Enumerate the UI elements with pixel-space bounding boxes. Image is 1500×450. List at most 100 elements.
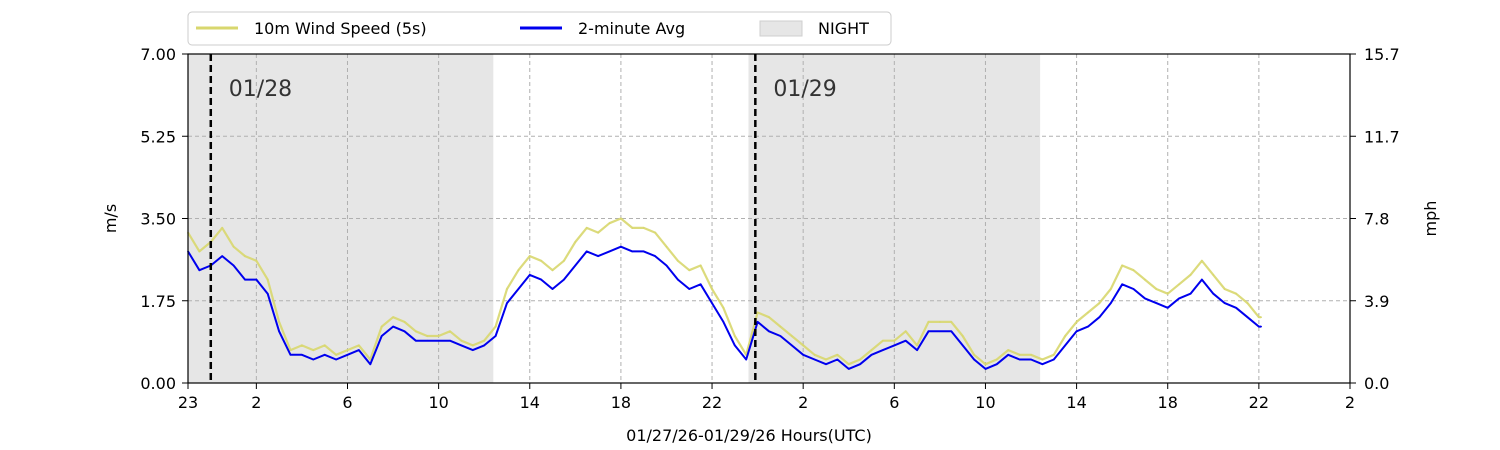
date-marker-label: 01/28 — [229, 77, 292, 102]
wind-speed-5s-point — [289, 349, 292, 351]
two-minute-avg-point — [1030, 358, 1032, 361]
two-minute-avg-point — [859, 363, 861, 366]
x-tick-label: 22 — [702, 393, 722, 412]
two-minute-avg-point — [460, 344, 463, 347]
wind-speed-5s-point — [221, 227, 223, 229]
two-minute-avg-point — [950, 330, 953, 333]
two-minute-avg-point — [1155, 302, 1158, 304]
grid-layer — [188, 54, 1350, 383]
two-minute-avg-point — [677, 278, 679, 281]
wind-speed-5s-point — [437, 335, 440, 337]
two-minute-avg-point — [665, 264, 668, 267]
two-minute-avg-point — [528, 274, 531, 276]
x-tick-label: 14 — [520, 393, 540, 412]
two-minute-avg-point — [711, 302, 713, 304]
two-minute-avg-point — [415, 339, 417, 342]
y-tick-label-right: 3.9 — [1364, 292, 1389, 311]
two-minute-avg-point — [574, 264, 577, 267]
wind-speed-5s-point — [950, 321, 953, 323]
two-minute-avg-point — [768, 330, 770, 333]
wind-speed-5s-point — [1166, 292, 1169, 295]
wind-speed-5s-point — [1109, 288, 1112, 290]
wind-speed-5s-point — [1178, 283, 1180, 286]
x-tick-label: 18 — [611, 393, 631, 412]
wind-speed-5s-point — [415, 330, 417, 333]
two-minute-avg-point — [1109, 302, 1112, 304]
wind-speed-5s-point — [1144, 278, 1146, 281]
two-minute-avg-point — [540, 278, 542, 281]
x-axis-title: 01/27/26-01/29/26 Hours(UTC) — [626, 426, 872, 445]
two-minute-avg-point — [301, 354, 303, 356]
two-minute-avg-point — [426, 339, 429, 342]
legend-label: NIGHT — [818, 19, 869, 38]
two-minute-avg-point — [745, 358, 748, 361]
two-minute-avg-point — [996, 363, 998, 366]
date-marker-layer: 01/28 01/29 — [209, 54, 837, 383]
wind-speed-5s-point — [563, 260, 565, 262]
two-minute-avg-point — [1053, 358, 1055, 361]
x-tick-label: 23 — [178, 393, 198, 412]
two-minute-avg-point — [198, 269, 201, 272]
wind-speed-5s-point — [916, 344, 918, 347]
wind-speed-5s-point — [312, 349, 315, 351]
wind-speed-5s-point — [266, 278, 269, 281]
wind-speed-5s-point — [1260, 316, 1262, 319]
two-minute-avg-point — [893, 344, 896, 347]
wind-speed-5s-point — [802, 344, 804, 347]
two-minute-avg-point — [369, 363, 372, 366]
axis-layer: 23 2 6 10 14 18 22 2 6 10 14 18 22 20.00 0.01.75 3.93.5… — [140, 45, 1399, 412]
two-minute-avg-point — [346, 354, 349, 356]
two-minute-avg-point — [1087, 325, 1089, 328]
two-minute-avg-point — [608, 250, 611, 253]
wind-speed-5s-point — [699, 264, 702, 267]
two-minute-avg-point — [232, 264, 235, 267]
wind-speed-5s-point — [939, 321, 941, 323]
wind-speed-5s-point — [756, 311, 759, 314]
x-tick-label: 6 — [889, 393, 899, 412]
wind-speed-5s-point — [711, 288, 713, 290]
wind-speed-5s-point — [335, 354, 337, 356]
wind-speed-5s-point — [882, 339, 884, 342]
wind-speed-5s-point — [665, 245, 668, 248]
wind-speed-5s-point — [551, 269, 554, 272]
wind-speed-5s-point — [1018, 354, 1021, 356]
legend: 10m Wind Speed (5s) 2-minute Avg NIGHT — [187, 11, 892, 46]
wind-speed-5s-point — [631, 227, 634, 229]
wind-speed-5s-point — [1053, 354, 1055, 356]
y-axis-title-right: mph — [1421, 201, 1440, 237]
wind-speed-5s-point — [380, 325, 383, 328]
x-tick-label: 14 — [1066, 393, 1086, 412]
legend-swatch-patch — [759, 20, 803, 37]
two-minute-avg-point — [847, 368, 850, 370]
wind-speed-5s-point — [358, 344, 360, 347]
two-minute-avg-point — [392, 325, 394, 328]
wind-speed-5s-point — [870, 349, 873, 351]
two-minute-avg-point — [734, 344, 736, 347]
wind-speed-5s-point — [813, 354, 816, 356]
series-layer — [187, 217, 1262, 370]
legend-label: 10m Wind Speed (5s) — [254, 19, 427, 38]
wind-speed-5s-point — [1132, 269, 1135, 272]
wind-speed-5s-point — [1223, 288, 1226, 290]
wind-speed-5s-point — [1155, 288, 1158, 290]
two-minute-avg-point — [1121, 283, 1123, 286]
x-tick-label: 18 — [1158, 393, 1178, 412]
two-minute-avg-point — [642, 250, 645, 253]
wind-speed-5s-point — [642, 227, 645, 229]
date-marker-label: 01/29 — [773, 77, 836, 102]
y-tick-label-right: 15.7 — [1364, 45, 1400, 64]
two-minute-avg-point — [1189, 292, 1192, 295]
wind-speed-5s-point — [927, 321, 930, 323]
two-minute-avg-point — [1144, 297, 1146, 300]
two-minute-avg-point — [631, 250, 634, 253]
wind-speed-5s-point — [1041, 358, 1044, 361]
two-minute-avg-point — [802, 354, 804, 356]
wind-speed-5s-point — [688, 269, 691, 272]
wind-speed-5s-point — [904, 330, 907, 333]
two-minute-avg-point — [244, 278, 246, 281]
wind-speed-5s-point — [836, 354, 839, 356]
two-minute-avg-point — [1098, 316, 1101, 319]
y-tick-label-right: 11.7 — [1364, 127, 1400, 146]
wind-speed-5s-point — [620, 217, 622, 220]
two-minute-avg-point — [494, 335, 497, 337]
